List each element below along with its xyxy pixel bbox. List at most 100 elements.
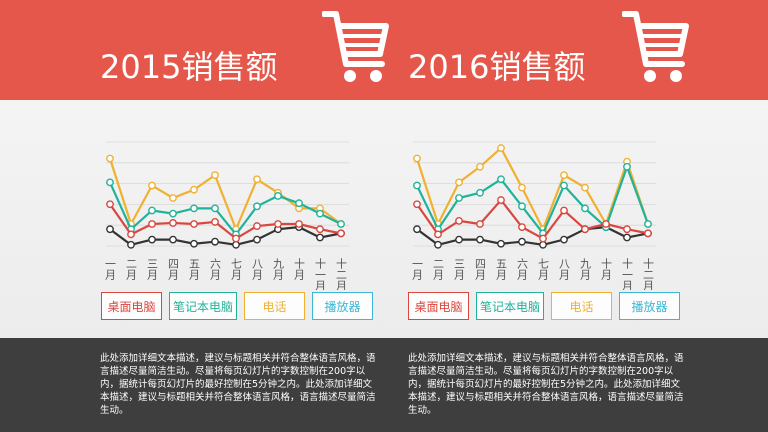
x-tick-label: 二月 [125,258,138,280]
x-tick-label: 二月 [432,258,445,280]
legend-item-player: 播放器 [312,292,373,320]
x-tick-label: 六月 [209,258,222,280]
legend-item-laptop: 笔记本电脑 [476,292,544,320]
data-point [497,239,505,248]
x-tick-label: 十二月 [335,257,348,290]
data-point [644,229,652,238]
data-point [560,235,568,244]
data-point [455,178,463,187]
x-tick-label: 八月 [558,258,571,280]
data-point [413,154,421,163]
data-point [211,237,219,246]
data-point [455,235,463,244]
series-line-2 [415,146,650,231]
data-point [169,235,177,244]
series-line-3 [416,226,649,246]
data-point [106,178,114,187]
data-point [518,237,526,246]
data-point [455,194,463,202]
x-tick-label: 十一月 [314,257,327,290]
x-tick-label: 一月 [104,258,117,280]
data-point [274,220,282,228]
data-point [602,220,610,228]
data-point [518,202,526,211]
data-point [148,235,156,244]
data-point [581,204,589,213]
data-point [413,200,421,209]
data-point [455,216,463,225]
x-tick-label: 六月 [516,258,529,280]
data-point [106,225,114,234]
data-point [190,220,198,228]
data-point [476,235,484,244]
header-band [0,0,768,100]
x-tick-label: 十月 [293,257,306,280]
data-point [127,240,135,249]
x-tick-label: 九月 [272,258,285,280]
legend-item-phone: 电话 [244,292,305,320]
data-point [190,239,198,248]
series-line-1 [108,181,342,236]
data-point [413,225,421,234]
data-point [253,235,261,244]
data-point [295,199,303,208]
data-point [539,240,547,249]
data-point [497,196,505,204]
x-tick-label: 三月 [146,258,159,280]
data-point [497,175,505,184]
data-point [211,204,219,213]
data-point [148,220,156,228]
data-point [560,181,568,190]
series-line-2 [108,158,342,231]
footer-band [0,338,768,432]
data-point [232,240,240,249]
data-point [497,144,505,152]
data-point [211,171,219,180]
data-point [169,219,177,227]
shopping-cart-icon [622,11,689,82]
data-point [539,234,547,243]
data-point [623,225,631,234]
data-point [476,162,484,171]
description-2015: 此处添加详细文本描述，建议与标题相关并符合整体语言风格，语言描述尽量简洁生动。尽… [100,353,376,416]
x-tick-label: 九月 [579,258,592,280]
panel-title-2015: 2015销售额 [100,48,278,86]
data-point [169,209,177,218]
data-point [434,240,442,249]
legend-item-phone: 电话 [551,292,612,320]
data-point [644,220,652,228]
shopping-cart-icon [322,11,389,82]
data-point [316,225,324,234]
data-point [560,171,568,180]
data-point [581,225,589,234]
data-point [169,194,177,202]
data-point [560,206,568,215]
data-point [434,230,442,239]
description-2016: 此处添加详细文本描述，建议与标题相关并符合整体语言风格，语言描述尽量简洁生动。尽… [408,353,684,416]
x-tick-label: 七月 [537,258,550,280]
data-point [274,192,282,200]
data-point [232,234,240,243]
legend-2015: 桌面电脑 笔记本电脑 电话 播放器 [101,292,373,320]
x-tick-label: 一月 [411,258,424,280]
data-point [148,206,156,215]
legend-item-laptop: 笔记本电脑 [169,292,237,320]
data-point [211,218,219,226]
data-point [106,154,114,163]
data-point [127,230,135,239]
legend-item-desktop: 桌面电脑 [101,292,162,320]
x-tick-label: 三月 [453,258,466,280]
data-point [518,183,526,192]
data-point [518,223,526,232]
data-point [337,220,345,228]
legend-item-desktop: 桌面电脑 [408,292,469,320]
sales-chart-2015: 一月 二月 三月 四月 五月 六月 七月 八月 九月 十月 十一月 十二月 [104,141,349,290]
data-point [337,229,345,238]
x-tick-label: 十一月 [621,257,634,290]
legend-2016: 桌面电脑 笔记本电脑 电话 播放器 [408,292,680,320]
series-line-1 [416,165,650,235]
data-point [253,222,261,230]
x-tick-label: 十月 [600,257,613,280]
x-tick-label: 五月 [495,258,508,280]
data-point [190,204,198,213]
